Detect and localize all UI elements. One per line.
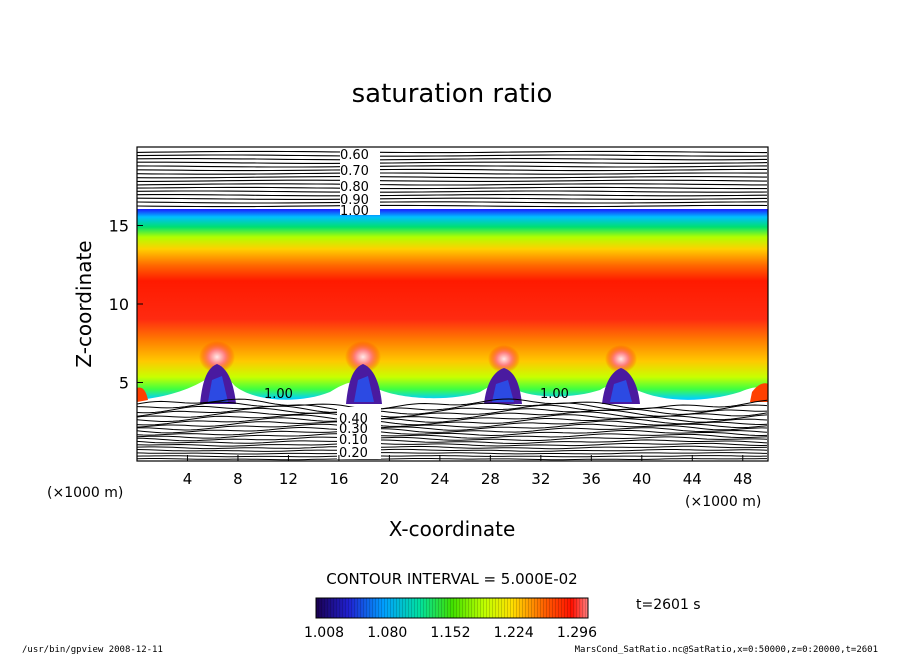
x-tick-label: 32 <box>531 470 550 488</box>
contour-line <box>137 161 768 164</box>
x-axis-label: X-coordinate <box>389 517 516 541</box>
contour-line <box>137 439 768 445</box>
contour-label: 0.40 <box>339 412 368 427</box>
upper-contours <box>137 150 768 208</box>
contour-line <box>137 398 768 410</box>
contour-line <box>137 183 767 186</box>
contour-line <box>137 401 768 412</box>
x-tick-label: 20 <box>380 470 399 488</box>
contour-line <box>137 201 768 204</box>
contour-line <box>137 433 768 439</box>
contour-line <box>137 158 768 161</box>
colorbar-tick-label: 1.080 <box>367 625 407 641</box>
x-tick-label: 44 <box>683 470 702 488</box>
contour-line <box>137 176 768 179</box>
chart-title: saturation ratio <box>352 79 553 109</box>
contour-line <box>137 411 768 421</box>
contour-line <box>137 458 767 461</box>
contour-label: 1.00 <box>340 204 369 219</box>
contour-line <box>137 427 768 434</box>
contour-line <box>137 197 768 200</box>
y-axis-label: Z-coordinate <box>72 240 96 367</box>
contour-label: 0.80 <box>340 180 369 195</box>
colorbar-tick-label: 1.224 <box>494 625 534 641</box>
contour-line <box>137 190 768 193</box>
contour-line <box>137 420 768 429</box>
colorbar-ticks: 1.008 1.080 1.152 1.224 1.296 <box>304 625 597 641</box>
contour-line <box>137 179 768 182</box>
contour-label: 1.00 <box>540 387 569 402</box>
contour-line <box>137 150 768 154</box>
x-tick-label: 8 <box>233 470 243 488</box>
contour-line <box>137 172 767 175</box>
contour-line <box>137 436 768 442</box>
cloud-plumes <box>137 364 768 404</box>
contour-line <box>137 204 768 208</box>
footer-right: MarsCond_SatRatio.nc@SatRatio,x=0:50000,… <box>575 645 878 654</box>
x-tick-label: 28 <box>481 470 500 488</box>
contour-line <box>137 429 768 437</box>
contour-labels: 0.60 0.70 0.80 0.90 1.00 1.00 1.00 0.40 … <box>264 147 569 461</box>
lower-contours <box>137 398 768 461</box>
contour-line <box>137 414 768 423</box>
y-axis: 5 10 15 <box>109 217 143 393</box>
contour-line <box>137 186 767 190</box>
y-tick-label: 5 <box>119 374 129 393</box>
y-tick-label: 10 <box>109 295 129 314</box>
contour-label: 0.60 <box>340 148 369 163</box>
colorbar-tick-label: 1.152 <box>430 625 470 641</box>
contour-label: 1.00 <box>264 387 293 402</box>
contour-label: 0.10 <box>339 433 368 448</box>
contour-line <box>137 165 768 168</box>
contour-label: 0.70 <box>340 164 369 179</box>
x-tick-label: 48 <box>733 470 752 488</box>
contour-line <box>137 423 768 431</box>
x-tick-label: 16 <box>329 470 348 488</box>
contour-interval: CONTOUR INTERVAL = 5.000E-02 <box>326 570 577 588</box>
contour-line <box>137 194 768 197</box>
colorbar <box>315 597 589 619</box>
x-tick-label: 36 <box>582 470 601 488</box>
x-tick-label: 24 <box>430 470 449 488</box>
contour-line <box>137 404 768 415</box>
footer-left: /usr/bin/gpview 2008-12-11 <box>22 645 163 654</box>
contour-line <box>137 417 768 426</box>
contour-line <box>137 442 768 447</box>
contour-line <box>137 154 768 157</box>
colorbar-tick-label: 1.296 <box>557 625 597 641</box>
contour-label: 0.90 <box>340 193 369 208</box>
contour-label: 0.30 <box>339 422 368 437</box>
time-label: t=2601 s <box>636 597 701 613</box>
x-tick-label: 4 <box>183 470 193 488</box>
colorbar-tick-label: 1.008 <box>304 625 344 641</box>
contour-line <box>137 455 768 458</box>
x-axis: 4 8 12 16 20 24 28 32 36 40 44 48 <box>183 455 752 488</box>
contour-line <box>137 448 768 452</box>
x-tick-label: 12 <box>279 470 298 488</box>
contour-line <box>137 452 768 455</box>
x-unit-left: (×1000 m) <box>47 485 123 501</box>
contour-label: 0.20 <box>339 446 368 461</box>
x-unit-right: (×1000 m) <box>685 494 761 510</box>
x-tick-label: 40 <box>632 470 651 488</box>
y-tick-label: 15 <box>109 217 129 236</box>
contour-line <box>137 168 767 172</box>
saturated-band <box>137 209 768 409</box>
contour-line <box>137 445 768 450</box>
